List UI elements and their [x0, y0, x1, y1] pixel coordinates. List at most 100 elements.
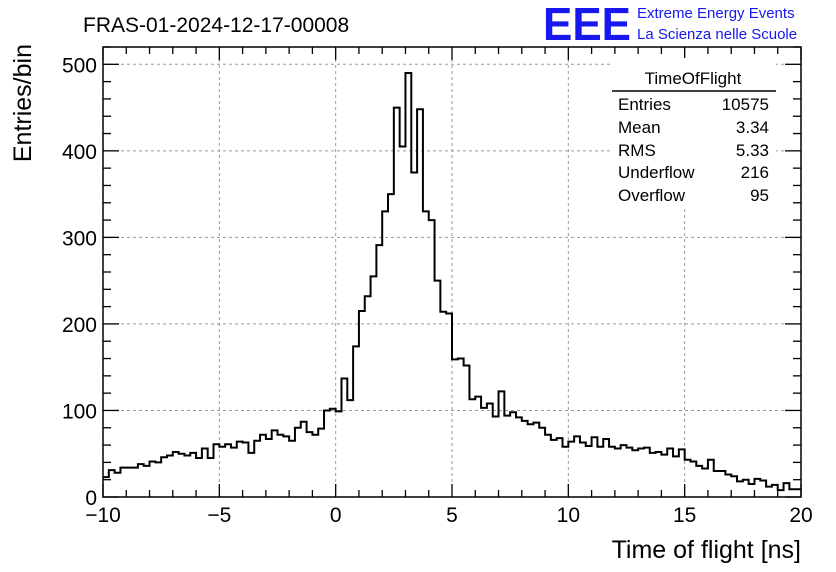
x-tick-label: 10	[557, 504, 580, 527]
histogram-bin	[365, 296, 371, 497]
histogram-bin	[115, 473, 121, 497]
histogram-bin	[766, 487, 772, 497]
histogram-bin	[510, 412, 516, 497]
stats-label: Underflow	[618, 163, 695, 182]
histogram-bin	[522, 421, 528, 497]
histogram-bin	[749, 484, 755, 497]
histogram-bin	[411, 172, 417, 497]
histogram-bin	[469, 399, 475, 497]
histogram-bin	[656, 452, 662, 497]
eee-logo-mark: EEE	[543, 0, 631, 50]
histogram-bin	[702, 468, 708, 497]
histogram-bin	[568, 442, 574, 497]
histogram-bin	[685, 460, 691, 497]
y-tick-label: 100	[62, 400, 97, 423]
histogram-bin	[580, 442, 586, 497]
stats-label: Overflow	[618, 186, 686, 205]
histogram-bin	[330, 409, 336, 497]
stats-row-entries: Entries 10575	[618, 95, 769, 114]
histogram-bin	[539, 428, 545, 497]
histogram-bin	[574, 436, 580, 497]
stats-box: TimeOfFlight Entries 10575 Mean 3.34 RMS…	[610, 58, 776, 208]
histogram-bin	[586, 446, 592, 497]
histogram-bin	[184, 455, 190, 497]
histogram-bin	[237, 442, 243, 497]
histogram-bin	[533, 423, 539, 497]
stats-row-rms: RMS 5.33	[618, 141, 769, 160]
stats-label: Mean	[618, 118, 661, 137]
stats-label: RMS	[618, 141, 656, 160]
histogram-outline	[103, 71, 801, 492]
stats-row-underflow: Underflow 216	[618, 163, 769, 182]
stats-row-mean: Mean 3.34	[618, 118, 769, 137]
histogram-bin	[435, 281, 441, 497]
histogram-bin	[371, 276, 377, 497]
histogram-bin	[382, 211, 388, 497]
logo-line-2: La Scienza nelle Scuole	[637, 26, 797, 43]
histogram-bin	[248, 453, 254, 497]
histogram-bin	[312, 435, 318, 497]
histogram-bin	[737, 481, 743, 497]
stats-row-overflow: Overflow 95	[618, 186, 769, 205]
x-tick-label: 5	[446, 504, 458, 527]
histogram-bin	[644, 448, 650, 497]
histogram-bin	[190, 453, 196, 497]
x-tick-label: 15	[673, 504, 696, 527]
histogram-bin	[179, 454, 185, 497]
histogram-bin	[632, 450, 638, 497]
x-tick-label: 20	[789, 504, 812, 527]
histogram-bin	[231, 448, 237, 497]
x-tick-label: −10	[85, 504, 121, 527]
histogram-bin	[481, 408, 487, 497]
chart-title: FRAS-01-2024-12-17-00008	[83, 14, 349, 37]
histogram-bin	[504, 416, 510, 497]
histogram-bin	[272, 430, 278, 497]
y-tick-label: 0	[85, 487, 97, 510]
histogram-bin	[225, 444, 231, 497]
histogram-bin	[173, 452, 179, 497]
histogram-bin	[597, 447, 603, 497]
histogram-bin	[638, 449, 644, 497]
x-tick-label: 0	[330, 504, 342, 527]
histogram-bin	[789, 489, 795, 497]
y-tick-label: 200	[62, 314, 97, 337]
y-tick-label: 400	[62, 141, 97, 164]
histogram-bin	[725, 475, 731, 498]
histogram-bin	[283, 436, 289, 497]
histogram-bin	[621, 445, 627, 497]
histogram-bin	[452, 359, 458, 497]
histogram-bin	[155, 462, 161, 497]
histogram-bin	[563, 447, 569, 497]
stats-box-title: TimeOfFlight	[645, 69, 742, 88]
y-tick-label: 500	[62, 54, 97, 77]
eee-logo: EEE Extreme Energy Events La Scienza nel…	[543, 0, 797, 50]
x-axis-title: Time of flight [ns]	[612, 536, 801, 564]
stats-value: 3.34	[736, 118, 769, 137]
histogram-bin	[458, 359, 464, 497]
histogram-bin	[475, 397, 481, 497]
stats-value: 216	[741, 163, 769, 182]
stats-box-background	[610, 58, 776, 208]
histogram-bin	[260, 435, 266, 497]
axis-ticks	[102, 46, 802, 498]
histogram-bin	[318, 429, 324, 497]
histogram-bin	[440, 312, 446, 497]
x-tick-label: −5	[207, 504, 231, 527]
histogram-bin	[307, 432, 313, 497]
histogram-bin	[528, 424, 534, 497]
histogram-bin	[609, 447, 615, 497]
histogram-bin	[696, 466, 702, 497]
histogram-bin	[219, 447, 225, 497]
histogram-bin	[795, 489, 801, 497]
histogram-bin	[388, 194, 394, 497]
histogram-bin	[196, 458, 202, 497]
histogram-bin	[650, 453, 656, 497]
histogram-bin	[545, 435, 551, 497]
histogram-bin	[615, 449, 621, 497]
histogram-bin	[400, 147, 406, 497]
histogram-bin	[516, 417, 522, 497]
histogram-bin	[266, 439, 272, 497]
grid	[103, 47, 801, 497]
